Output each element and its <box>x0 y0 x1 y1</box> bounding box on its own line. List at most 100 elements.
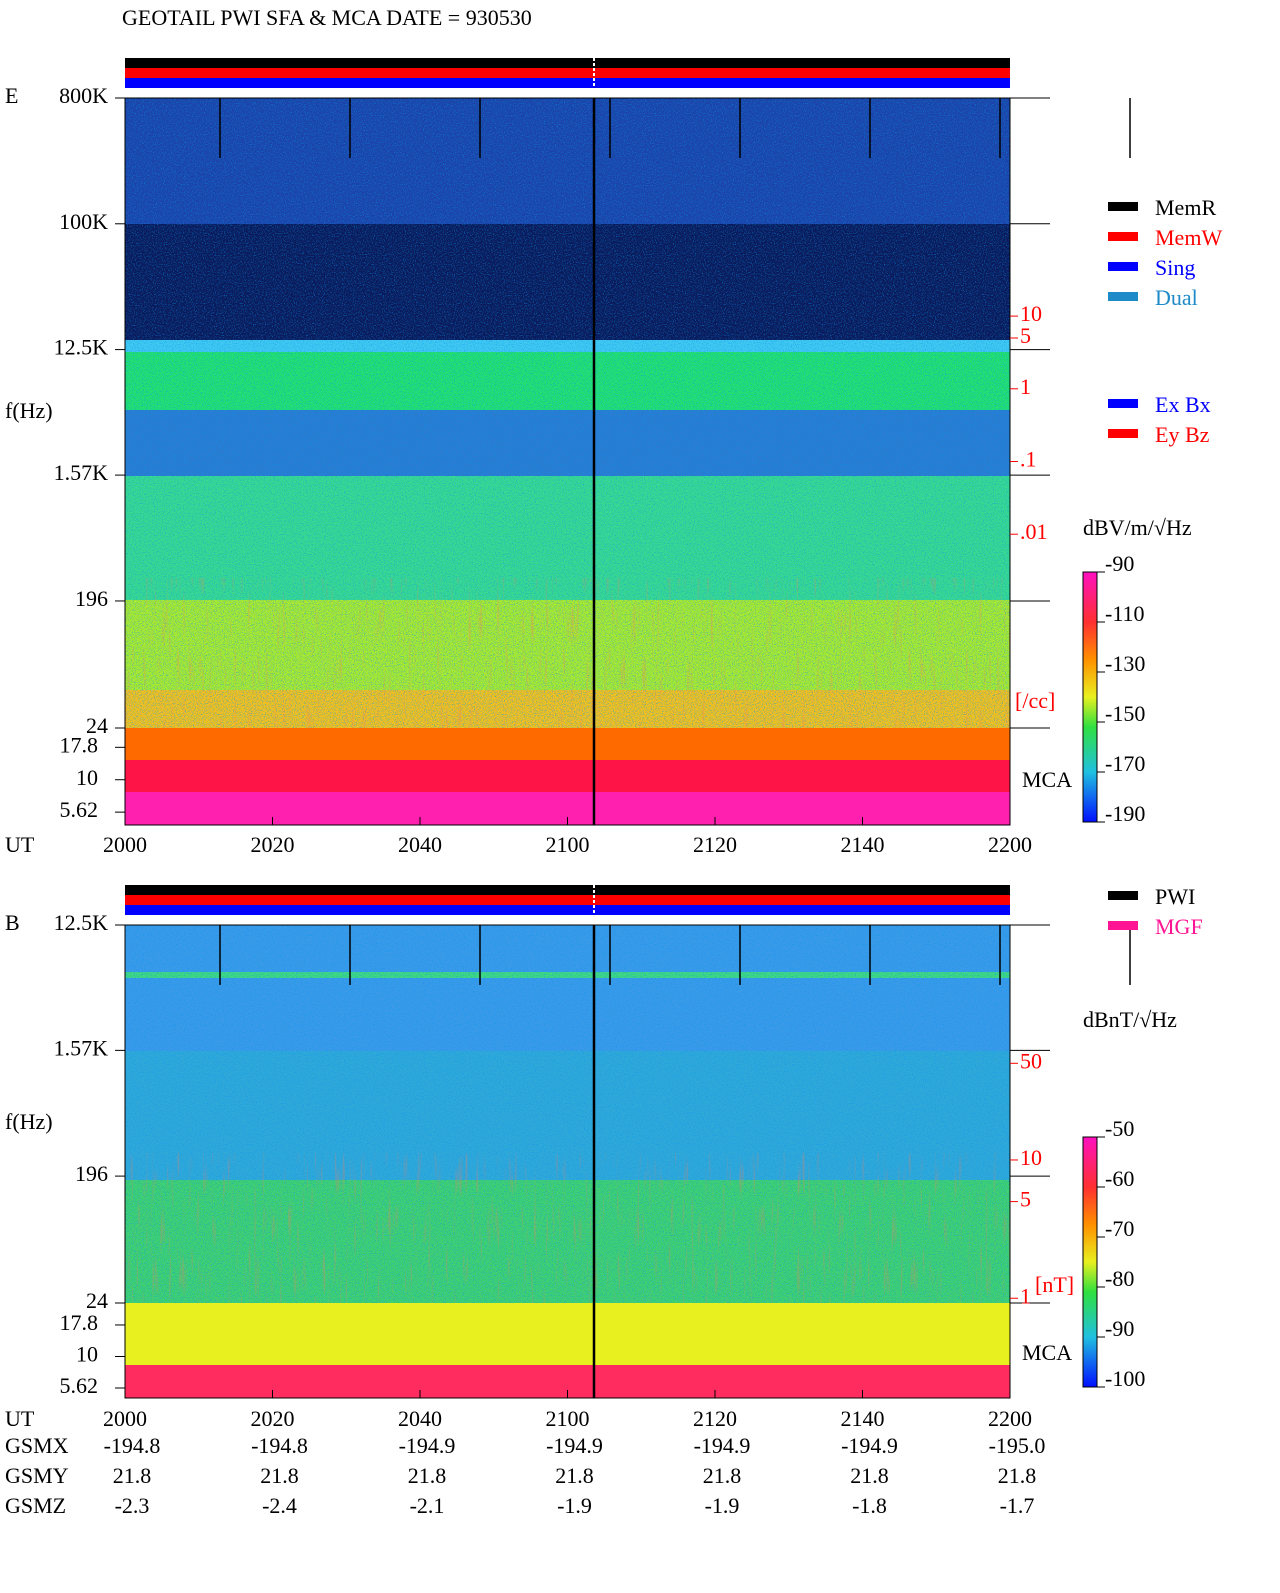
title: GEOTAIL PWI SFA & MCA DATE = 930530 <box>122 5 532 30</box>
x-tick-label: 2000 <box>103 1406 147 1431</box>
orbit-value: -1.7 <box>1000 1493 1035 1518</box>
y-tick-label: 196 <box>75 1161 108 1186</box>
y2-tick-label: 5 <box>1020 1187 1031 1212</box>
y2-axis-label: [nT] <box>1035 1272 1074 1297</box>
y2-tick-label: 10 <box>1020 1145 1042 1170</box>
y-tick-label: 196 <box>75 586 108 611</box>
spectrogram-noise <box>125 578 1010 728</box>
orbit-value: -194.9 <box>399 1433 456 1458</box>
x-axis-label: UT <box>5 832 35 857</box>
mca-tick-label: 10 <box>76 1342 98 1367</box>
legend-label: Ey Bz <box>1155 422 1210 447</box>
orbit-value: -195.0 <box>989 1433 1046 1458</box>
x-tick-label: 2200 <box>988 832 1032 857</box>
mca-tick-label: 10 <box>76 765 98 790</box>
legend-swatch <box>1108 399 1138 408</box>
legend-label: MemW <box>1155 225 1222 250</box>
orbit-value: 21.8 <box>408 1463 447 1488</box>
legend-swatch <box>1108 202 1138 211</box>
colorbar <box>1082 1136 1098 1388</box>
orbit-value: 21.8 <box>850 1463 889 1488</box>
y2-tick-label: 1 <box>1020 1283 1031 1308</box>
legend-label: PWI <box>1155 884 1195 909</box>
mca-tick-label: 5.62 <box>60 1373 99 1398</box>
colorbar-tick-label: -90 <box>1105 551 1134 576</box>
x-tick-label: 2120 <box>693 832 737 857</box>
x-tick-label: 2040 <box>398 1406 442 1431</box>
orbit-value: 21.8 <box>260 1463 299 1488</box>
legend-swatch <box>1108 891 1138 900</box>
legend-label: Ex Bx <box>1155 392 1211 417</box>
x-tick-label: 2040 <box>398 832 442 857</box>
y-tick-label: 12.5K <box>54 910 109 935</box>
x-tick-label: 2100 <box>546 1406 590 1431</box>
status-strip <box>125 895 1010 905</box>
y2-tick-label: .01 <box>1020 519 1048 544</box>
y-tick-label: 800K <box>59 83 108 108</box>
colorbar-tick-label: -100 <box>1105 1366 1145 1391</box>
colorbar-tick-label: -50 <box>1105 1116 1134 1141</box>
x-tick-label: 2000 <box>103 832 147 857</box>
y2-tick-label: 1 <box>1020 374 1031 399</box>
legend-swatch <box>1108 921 1138 930</box>
legend-label: MGF <box>1155 914 1203 939</box>
x-tick-label: 2140 <box>841 832 885 857</box>
legend-label: Dual <box>1155 285 1198 310</box>
orbit-value: -1.9 <box>557 1493 592 1518</box>
colorbar-tick-label: -170 <box>1105 751 1145 776</box>
x-tick-label: 2020 <box>251 1406 295 1431</box>
status-strip <box>125 885 1010 895</box>
orbit-row-name: GSMZ <box>5 1493 66 1518</box>
orbit-value: 21.8 <box>998 1463 1037 1488</box>
x-tick-label: 2020 <box>251 832 295 857</box>
orbit-value: -1.9 <box>705 1493 740 1518</box>
y-tick-label: 24 <box>86 1288 108 1313</box>
orbit-value: -2.4 <box>262 1493 297 1518</box>
panel-label: B <box>5 910 20 935</box>
status-strip <box>125 78 1010 88</box>
colorbar-tick-label: -70 <box>1105 1216 1134 1241</box>
mca-label: MCA <box>1022 767 1072 792</box>
mca-tick-label: 17.8 <box>60 732 99 757</box>
spectrogram-noise <box>125 1153 1010 1303</box>
y-tick-label: 100K <box>59 209 108 234</box>
y2-tick-label: 50 <box>1020 1048 1042 1073</box>
colorbar-label: dBnT/√Hz <box>1083 1007 1177 1032</box>
y-axis-label: f(Hz) <box>5 1109 53 1134</box>
y-tick-label: 1.57K <box>54 460 109 485</box>
status-strip <box>125 58 1010 68</box>
panel-label: E <box>5 83 18 108</box>
orbit-value: -1.8 <box>852 1493 887 1518</box>
legend-swatch <box>1108 262 1138 271</box>
colorbar <box>1082 571 1098 823</box>
spectrogram-band <box>125 728 1010 760</box>
y-tick-label: 12.5K <box>54 335 109 360</box>
mca-tick-label: 5.62 <box>60 797 99 822</box>
colorbar-tick-label: -150 <box>1105 701 1145 726</box>
orbit-value: -194.9 <box>841 1433 898 1458</box>
colorbar-tick-label: -130 <box>1105 651 1145 676</box>
legend-label: Sing <box>1155 255 1195 280</box>
orbit-value: -2.1 <box>410 1493 445 1518</box>
colorbar-tick-label: -90 <box>1105 1316 1134 1341</box>
orbit-value: -2.3 <box>115 1493 150 1518</box>
orbit-value: 21.8 <box>113 1463 152 1488</box>
colorbar-tick-label: -80 <box>1105 1266 1134 1291</box>
y2-tick-label: .1 <box>1020 447 1037 472</box>
legend-label: MemR <box>1155 195 1216 220</box>
orbit-value: -194.9 <box>694 1433 751 1458</box>
orbit-value: -194.8 <box>104 1433 161 1458</box>
x-tick-label: 2140 <box>841 1406 885 1431</box>
colorbar-tick-label: -190 <box>1105 801 1145 826</box>
mca-label: MCA <box>1022 1340 1072 1365</box>
y-tick-label: 1.57K <box>54 1035 109 1060</box>
mca-tick-label: 17.8 <box>60 1310 99 1335</box>
x-tick-label: 2100 <box>546 832 590 857</box>
orbit-value: -194.8 <box>251 1433 308 1458</box>
y2-axis-label: [/cc] <box>1015 688 1055 713</box>
colorbar-label: dBV/m/√Hz <box>1083 515 1192 540</box>
y2-tick-label: 10 <box>1020 301 1042 326</box>
legend-swatch <box>1108 292 1138 301</box>
